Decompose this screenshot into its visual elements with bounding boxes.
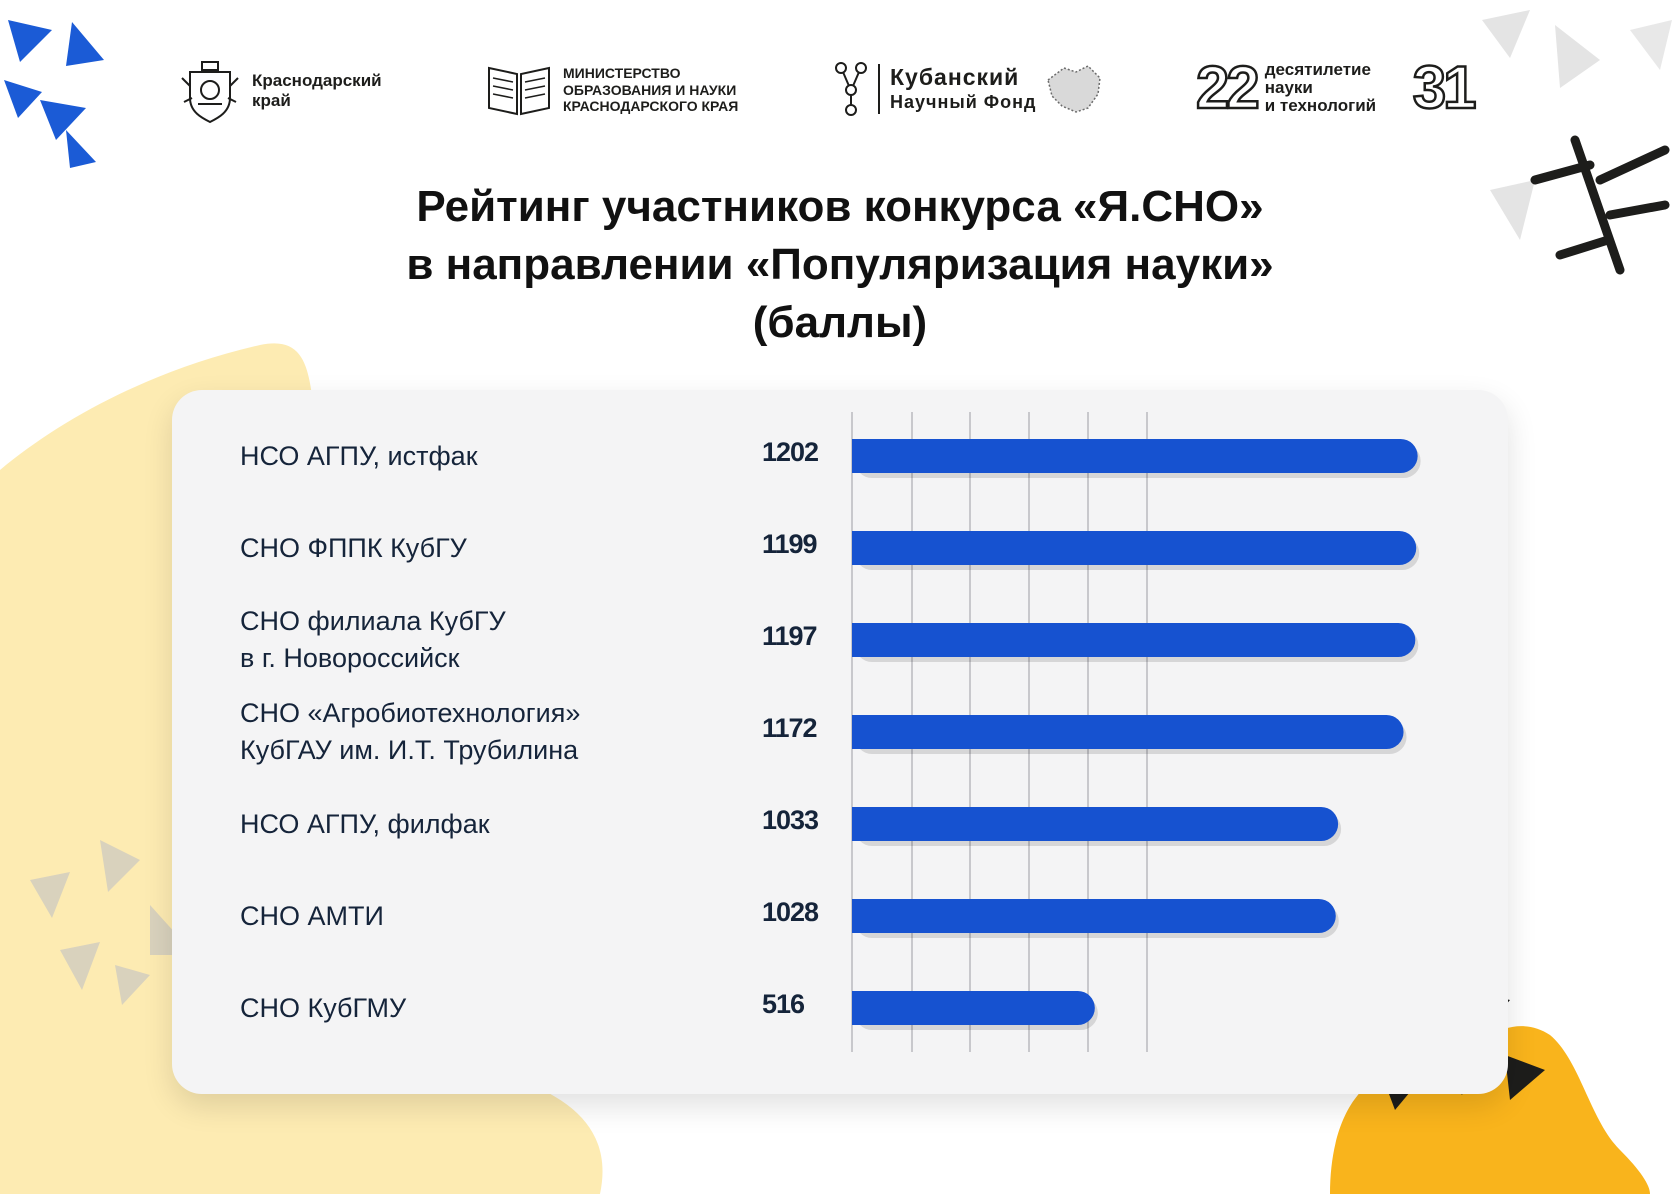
value-label: 516 — [762, 989, 805, 1019]
molecule-icon — [835, 62, 867, 116]
kuban-science-fund-logo: Кубанский Научный Фонд — [834, 60, 1106, 118]
chart-title: Рейтинг участников конкурса «Я.СНО» в на… — [406, 182, 1274, 347]
category-label: НСО АГПУ, истфак — [240, 440, 478, 471]
value-label: 1033 — [762, 805, 819, 835]
value-label: 1028 — [762, 897, 819, 927]
bar-base-5 — [852, 807, 886, 841]
ministry-label: МИНИСТЕРСТВО ОБРАЗОВАНИЯ И НАУКИ КРАСНОД… — [563, 64, 739, 115]
category-label: СНО КубГМУ — [240, 992, 407, 1023]
decade-number-left: 22 — [1195, 54, 1261, 121]
ministry-logo: МИНИСТЕРСТВО ОБРАЗОВАНИЯ И НАУКИ КРАСНОД… — [485, 60, 763, 120]
category-label: СНО филиала КубГУ в г. Новороссийск — [240, 606, 506, 673]
bar-base-4 — [852, 715, 886, 749]
bar-base-2 — [852, 531, 886, 565]
category-label: СНО АМТИ — [240, 900, 384, 931]
bar-base-7 — [852, 991, 886, 1025]
category-label: НСО АГПУ, филфак — [240, 808, 490, 839]
krasnodar-krai-label: Краснодарский край — [252, 70, 382, 110]
category-label: СНО «Агробиотехнология» КубГАУ им. И.Т. … — [240, 698, 581, 765]
book-icon — [488, 66, 550, 116]
bar-base-3 — [852, 623, 886, 657]
value-label: 1202 — [762, 437, 819, 467]
category-label: СНО ФППК КубГУ — [240, 532, 467, 563]
bar-3 — [852, 623, 1416, 657]
coat-of-arms-icon — [181, 61, 239, 124]
value-label: 1172 — [762, 713, 818, 743]
bar-2 — [852, 531, 1417, 565]
fund-name-line2: Научный Фонд — [890, 92, 1037, 112]
bar-4 — [852, 715, 1404, 749]
bar-5 — [852, 807, 1339, 841]
decade-of-science-logo: 22 десятилетие науки и технологий 31 — [1195, 54, 1478, 121]
region-map-icon — [1047, 65, 1102, 113]
bar-1 — [852, 439, 1418, 473]
bar-base-6 — [852, 899, 886, 933]
bar-base-1 — [852, 439, 886, 473]
decade-label: десятилетие науки и технологий — [1264, 60, 1377, 115]
krasnodar-krai-logo: Краснодарский край — [180, 58, 402, 124]
value-label: 1199 — [762, 529, 818, 559]
bar-7 — [852, 991, 1095, 1025]
decade-number-right: 31 — [1412, 54, 1478, 121]
fund-name-line1: Кубанский — [890, 64, 1020, 91]
value-label: 1197 — [762, 621, 818, 651]
bar-6 — [852, 899, 1336, 933]
